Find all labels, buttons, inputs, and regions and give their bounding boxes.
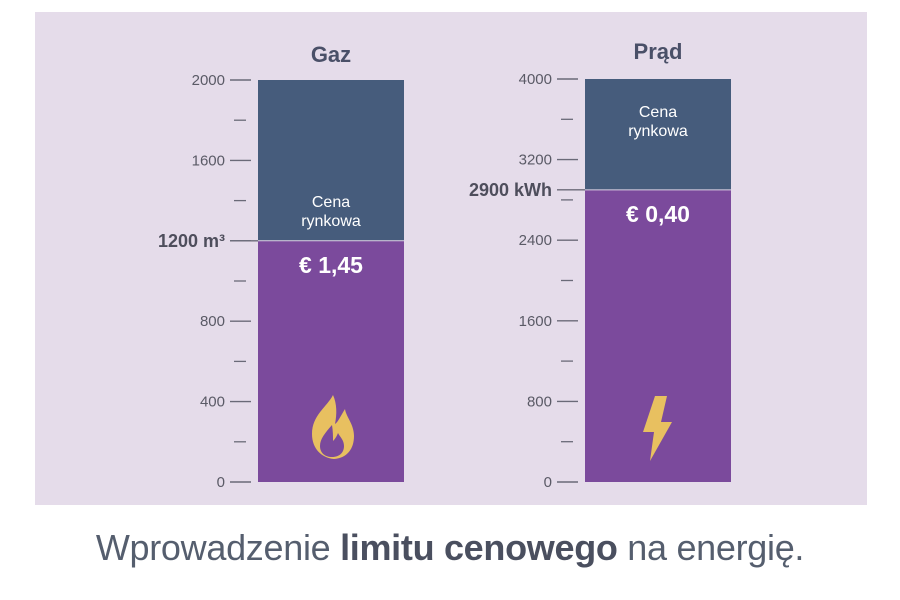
- gas-market-label-line: rynkowa: [301, 213, 361, 230]
- gas-chart: Gaz 0 400 800 1600 2000 1200 m³ Cena rynkowa € 1,…: [158, 42, 404, 491]
- power-price-label: € 0,40: [626, 201, 690, 227]
- power-limit-label: 2900 kWh: [469, 180, 552, 200]
- power-title: Prąd: [634, 39, 683, 64]
- caption: Wprowadzenie limitu cenowego na energię.: [0, 527, 900, 569]
- gas-price-label: € 1,45: [299, 252, 363, 278]
- lightning-icon: [643, 396, 672, 461]
- power-market-label-line: Cena: [639, 104, 677, 121]
- power-tick-label: 2400: [519, 232, 552, 249]
- gas-title: Gaz: [311, 42, 351, 67]
- flame-icon: [312, 395, 354, 459]
- gas-tick-label: 800: [200, 313, 225, 330]
- gas-market-label-line: Cena: [312, 194, 350, 211]
- power-market-label: Cena rynkowa: [628, 104, 688, 140]
- caption-bold: limitu cenowego: [340, 527, 618, 568]
- gas-tick-label: 400: [200, 394, 225, 411]
- lightning-bolt: [643, 396, 672, 461]
- gas-tick-label: 2000: [192, 72, 225, 89]
- power-tick-label: 800: [527, 393, 552, 410]
- flame-inner: [320, 425, 344, 457]
- gas-market-label: Cena rynkowa: [301, 194, 361, 230]
- gas-market-bar: [258, 80, 404, 241]
- power-chart: Prąd 0 800 1600 2400 3200 4000 2900 kWh Cena rynk…: [469, 39, 731, 491]
- caption-part1: Wprowadzenie: [95, 527, 341, 568]
- gas-limit-label: 1200 m³: [158, 231, 225, 251]
- power-tick-label: 3200: [519, 152, 552, 169]
- gas-tick-label: 1600: [192, 152, 225, 169]
- gas-tick-label: 0: [217, 474, 225, 491]
- power-tick-label: 0: [544, 474, 552, 491]
- caption-part2: na energię.: [617, 527, 805, 568]
- power-tick-label: 4000: [519, 71, 552, 88]
- power-tick-label: 1600: [519, 313, 552, 330]
- power-market-bar: [585, 79, 731, 190]
- power-market-label-line: rynkowa: [628, 123, 688, 140]
